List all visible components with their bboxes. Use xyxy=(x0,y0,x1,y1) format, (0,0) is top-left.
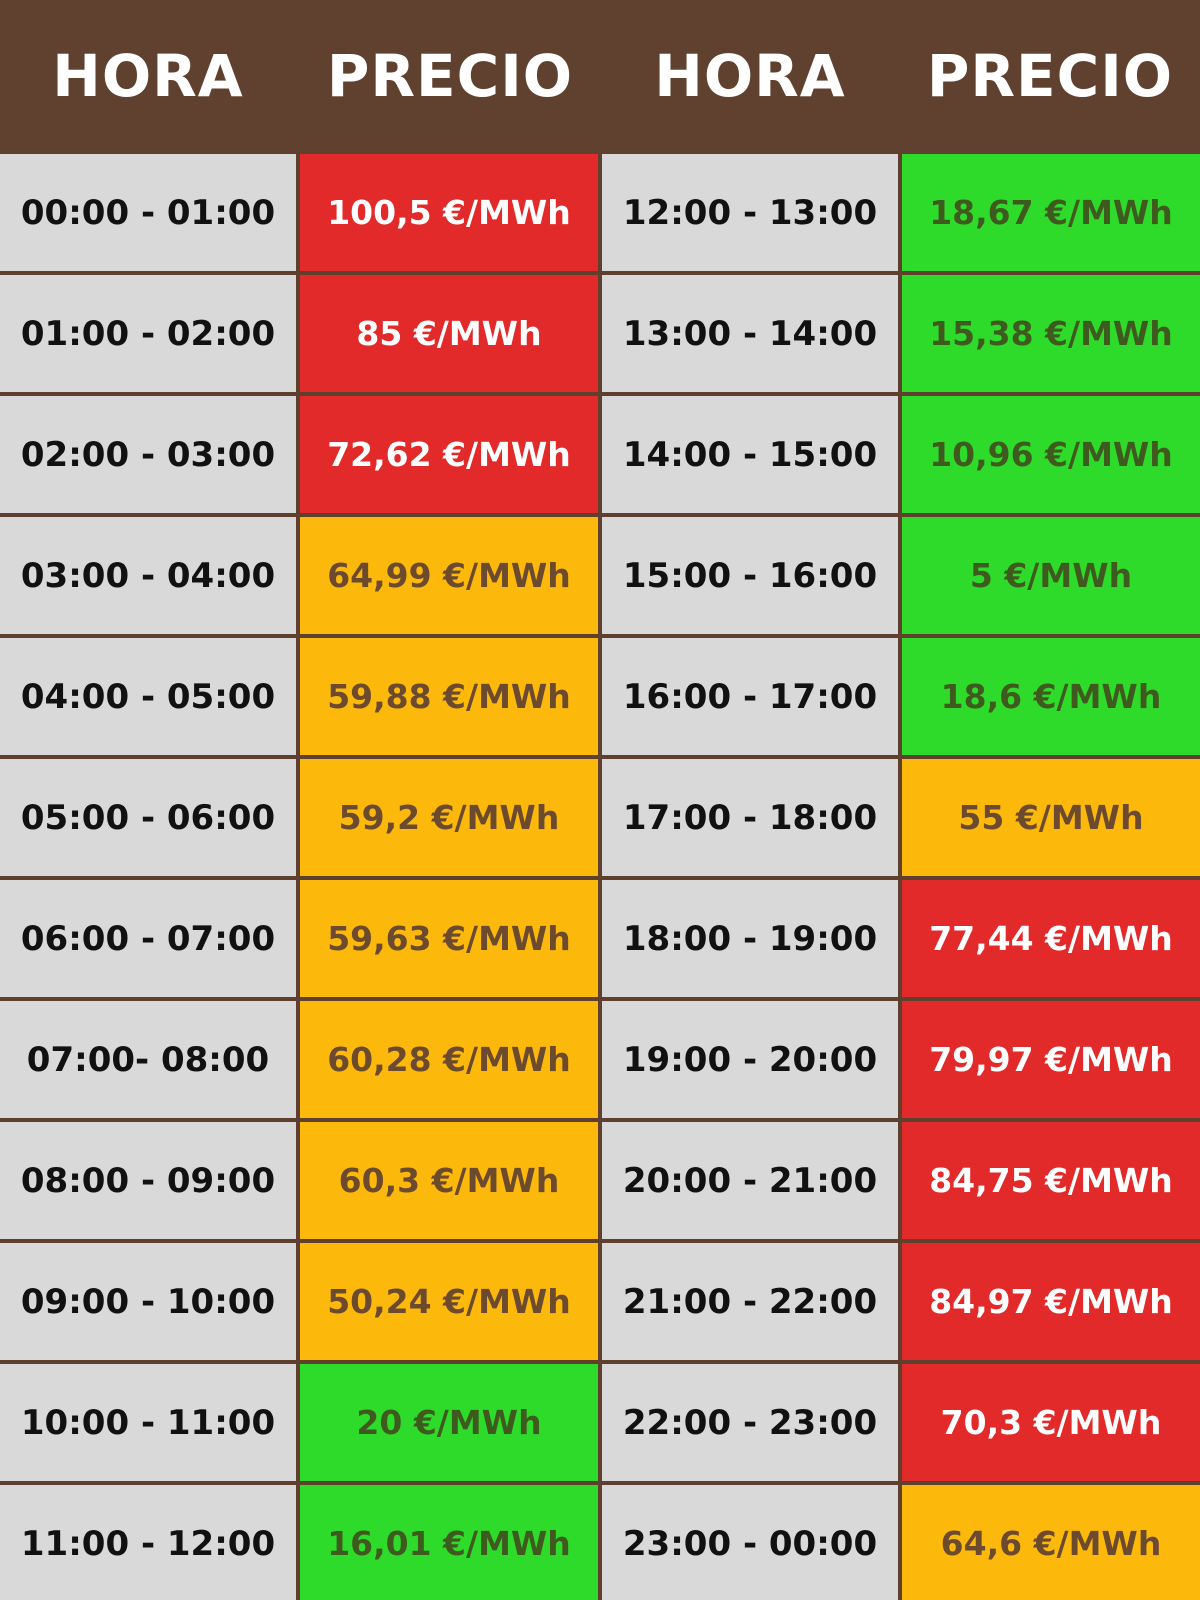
price-cell: 10,96 €/MWh xyxy=(902,396,1200,513)
price-cell: 84,75 €/MWh xyxy=(902,1122,1200,1239)
hour-cell: 08:00 - 09:00 xyxy=(0,1122,296,1239)
hour-cell: 07:00- 08:00 xyxy=(0,1001,296,1118)
table-row: 10:00 - 11:00 20 €/MWh 22:00 - 23:00 70,3 €… xyxy=(0,1364,1200,1481)
hour-cell: 09:00 - 10:00 xyxy=(0,1243,296,1360)
price-cell: 85 €/MWh xyxy=(300,275,598,392)
hour-cell: 13:00 - 14:00 xyxy=(602,275,898,392)
table-row: 08:00 - 09:00 60,3 €/MWh 20:00 - 21:00 84,7… xyxy=(0,1122,1200,1239)
price-cell: 18,67 €/MWh xyxy=(902,154,1200,271)
hour-cell: 03:00 - 04:00 xyxy=(0,517,296,634)
price-cell: 18,6 €/MWh xyxy=(902,638,1200,755)
price-cell: 16,01 €/MWh xyxy=(300,1485,598,1600)
price-cell: 77,44 €/MWh xyxy=(902,880,1200,997)
hour-cell: 14:00 - 15:00 xyxy=(602,396,898,513)
price-cell: 100,5 €/MWh xyxy=(300,154,598,271)
hour-cell: 16:00 - 17:00 xyxy=(602,638,898,755)
hour-cell: 22:00 - 23:00 xyxy=(602,1364,898,1481)
price-cell: 55 €/MWh xyxy=(902,759,1200,876)
hour-cell: 04:00 - 05:00 xyxy=(0,638,296,755)
price-cell: 5 €/MWh xyxy=(902,517,1200,634)
hour-cell: 18:00 - 19:00 xyxy=(602,880,898,997)
table-row: 11:00 - 12:00 16,01 €/MWh 23:00 - 00:00 64,… xyxy=(0,1485,1200,1600)
price-cell: 20 €/MWh xyxy=(300,1364,598,1481)
price-cell: 59,63 €/MWh xyxy=(300,880,598,997)
table-row: 00:00 - 01:00 100,5 €/MWh 12:00 - 13:00 18,… xyxy=(0,154,1200,271)
header-precio-left: PRECIO xyxy=(326,42,574,110)
hour-cell: 23:00 - 00:00 xyxy=(602,1485,898,1600)
price-cell: 84,97 €/MWh xyxy=(902,1243,1200,1360)
price-cell: 15,38 €/MWh xyxy=(902,275,1200,392)
hour-cell: 12:00 - 13:00 xyxy=(602,154,898,271)
price-cell: 64,99 €/MWh xyxy=(300,517,598,634)
table-row: 06:00 - 07:00 59,63 €/MWh 18:00 - 19:00 77,… xyxy=(0,880,1200,997)
price-cell: 64,6 €/MWh xyxy=(902,1485,1200,1600)
header-hora-left: HORA xyxy=(52,42,244,110)
hour-cell: 00:00 - 01:00 xyxy=(0,154,296,271)
price-cell: 59,88 €/MWh xyxy=(300,638,598,755)
price-cell: 72,62 €/MWh xyxy=(300,396,598,513)
table-row: 05:00 - 06:00 59,2 €/MWh 17:00 - 18:00 55 €… xyxy=(0,759,1200,876)
table-row: 07:00- 08:00 60,28 €/MWh 19:00 - 20:00 79,9… xyxy=(0,1001,1200,1118)
hour-cell: 17:00 - 18:00 xyxy=(602,759,898,876)
price-cell: 79,97 €/MWh xyxy=(902,1001,1200,1118)
price-cell: 59,2 €/MWh xyxy=(300,759,598,876)
hour-cell: 11:00 - 12:00 xyxy=(0,1485,296,1600)
hour-cell: 06:00 - 07:00 xyxy=(0,880,296,997)
table-row: 09:00 - 10:00 50,24 €/MWh 21:00 - 22:00 84,… xyxy=(0,1243,1200,1360)
table-row: 03:00 - 04:00 64,99 €/MWh 15:00 - 16:00 5 €… xyxy=(0,517,1200,634)
hour-cell: 02:00 - 03:00 xyxy=(0,396,296,513)
price-cell: 70,3 €/MWh xyxy=(902,1364,1200,1481)
table-row: 04:00 - 05:00 59,88 €/MWh 16:00 - 17:00 18,… xyxy=(0,638,1200,755)
price-cell: 50,24 €/MWh xyxy=(300,1243,598,1360)
hour-cell: 05:00 - 06:00 xyxy=(0,759,296,876)
table-row: 01:00 - 02:00 85 €/MWh 13:00 - 14:00 15,38 … xyxy=(0,275,1200,392)
price-cell: 60,28 €/MWh xyxy=(300,1001,598,1118)
hour-cell: 21:00 - 22:00 xyxy=(602,1243,898,1360)
header-precio-right: PRECIO xyxy=(926,42,1174,110)
hour-cell: 15:00 - 16:00 xyxy=(602,517,898,634)
hour-cell: 10:00 - 11:00 xyxy=(0,1364,296,1481)
table-row: 02:00 - 03:00 72,62 €/MWh 14:00 - 15:00 10,… xyxy=(0,396,1200,513)
table-header: HORA PRECIO HORA PRECIO xyxy=(0,0,1200,152)
price-cell: 60,3 €/MWh xyxy=(300,1122,598,1239)
hour-cell: 01:00 - 02:00 xyxy=(0,275,296,392)
header-hora-right: HORA xyxy=(654,42,846,110)
hour-cell: 20:00 - 21:00 xyxy=(602,1122,898,1239)
hour-cell: 19:00 - 20:00 xyxy=(602,1001,898,1118)
